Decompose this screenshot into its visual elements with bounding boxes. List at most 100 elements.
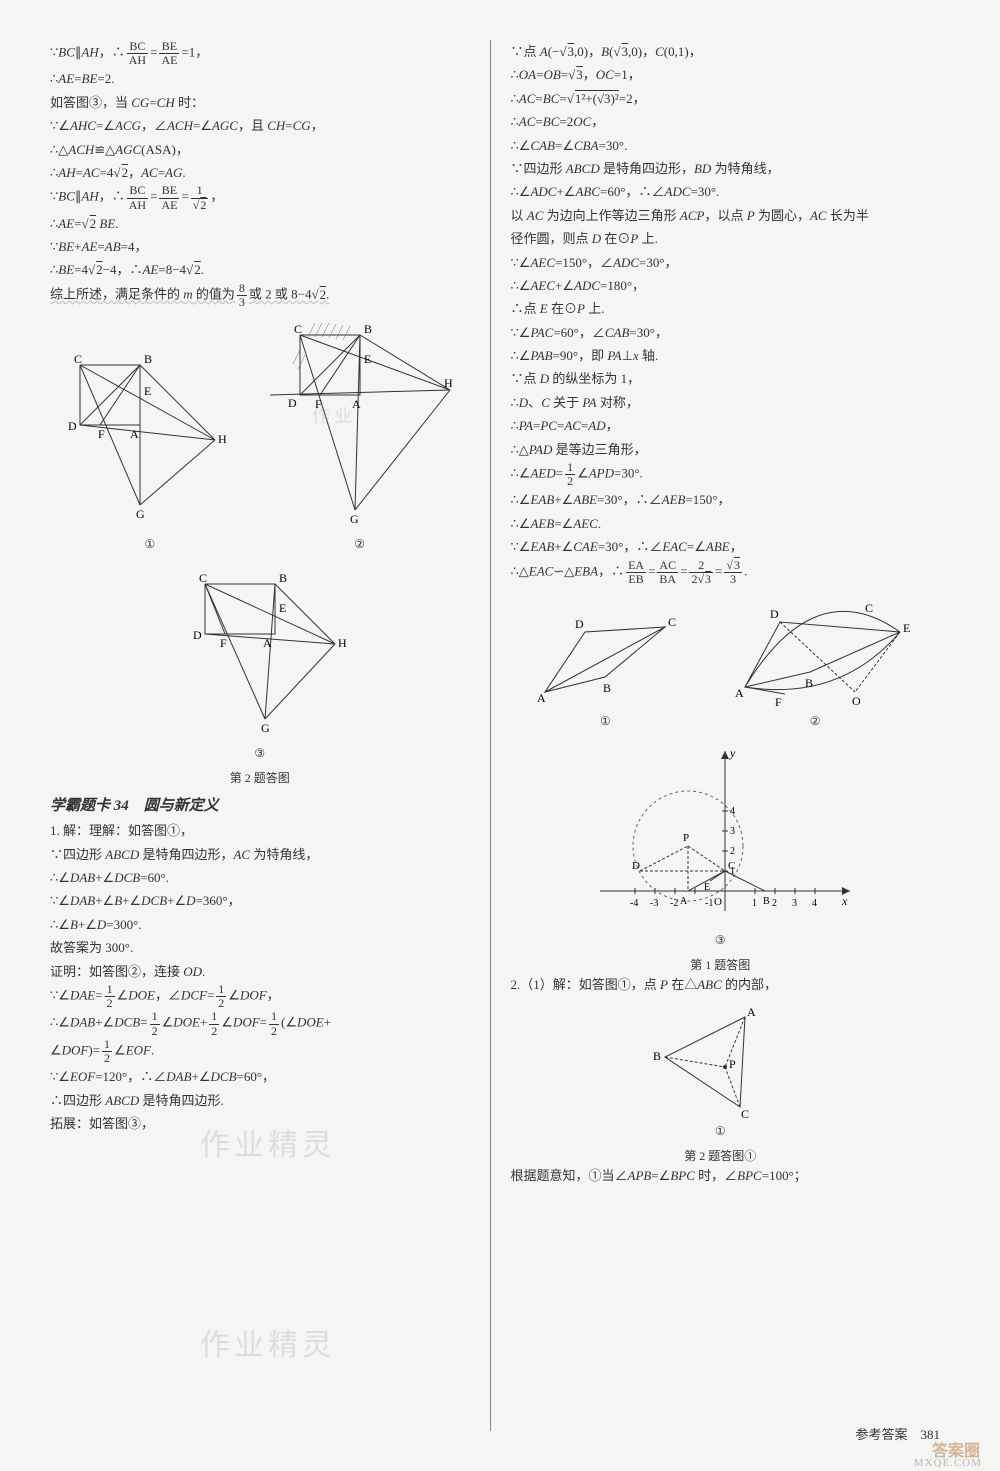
text-line: ∵∠DAB+∠B+∠DCB+∠D=360°， xyxy=(50,889,470,912)
svg-text:H: H xyxy=(338,636,347,650)
svg-text:A: A xyxy=(130,427,139,441)
fig-row-2p: A B C P ① xyxy=(511,1002,931,1139)
svg-text:B: B xyxy=(603,681,611,695)
text-line: 径作圆，则点 D 在⊙P 上. xyxy=(511,227,931,250)
figure-2p-svg: A B C P xyxy=(645,1002,795,1122)
right-column: ∵点 A(−√3,0)，B(√3,0)，C(0,1)，∴OA=OB=√3，OC=… xyxy=(511,40,931,1431)
figure-1-1-svg: A B C D xyxy=(525,602,685,712)
text-line: ∵BC∥AH，∴BCAH=BEAE=1√2， xyxy=(50,184,470,211)
svg-text:A: A xyxy=(263,636,272,650)
svg-text:-3: -3 xyxy=(650,898,658,909)
svg-text:O: O xyxy=(714,896,722,908)
svg-text:A: A xyxy=(747,1005,756,1019)
svg-text:3: 3 xyxy=(730,826,735,837)
text-line: ∴∠B+∠D=300°. xyxy=(50,913,470,936)
text-line: ∵四边形 ABCD 是特角四边形，BD 为特角线， xyxy=(511,157,931,180)
text-line: ∴四边形 ABCD 是特角四边形. xyxy=(50,1089,470,1112)
fig-row-2ab: CB E DF A H G ① xyxy=(50,315,470,552)
svg-text:P: P xyxy=(683,832,689,844)
svg-text:E: E xyxy=(144,384,151,398)
svg-text:B: B xyxy=(364,322,372,336)
text-line: ∵四边形 ABCD 是特角四边形，AC 为特角线， xyxy=(50,843,470,866)
text-line: 拓展：如答图③， xyxy=(50,1112,470,1135)
svg-text:D: D xyxy=(288,396,297,410)
left-text-block-2: 1. 解：理解：如答图①，∵四边形 ABCD 是特角四边形，AC 为特角线，∴∠… xyxy=(50,819,470,1135)
text-line: ∴△ACH≌△AGC(ASA)， xyxy=(50,138,470,161)
figure-1-2-svg: A F B C D E O xyxy=(715,592,915,712)
fig-row-1ab: A B C D ① A F B C xyxy=(511,592,931,729)
fig-2-2-caption: ② xyxy=(260,537,460,552)
svg-text:D: D xyxy=(575,617,584,631)
svg-text:C: C xyxy=(741,1107,749,1121)
text-line: ∴AE=√2 BE. xyxy=(50,212,470,235)
text-line: ∴BE=4√2−4，∴AE=8−4√2. xyxy=(50,258,470,281)
text-line: 1. 解：理解：如答图①， xyxy=(50,819,470,842)
svg-text:F: F xyxy=(220,636,227,650)
svg-text:B: B xyxy=(805,676,813,690)
fig-2p-group-caption: 第 2 题答图① xyxy=(511,1147,931,1164)
svg-text:E: E xyxy=(704,882,710,893)
fig-2-3-caption: ③ xyxy=(165,746,355,761)
svg-text:A: A xyxy=(537,691,546,705)
text-line: 2.（1）解：如答图①，点 P 在△ABC 的内部， xyxy=(511,973,931,996)
svg-text:D: D xyxy=(770,607,779,621)
svg-text:F: F xyxy=(315,397,322,411)
fig-1-3-caption: ③ xyxy=(580,933,860,948)
fig-1-group-caption: 第 1 题答图 xyxy=(511,956,931,973)
svg-text:G: G xyxy=(261,721,270,735)
fig-2-3: CB E DF A H G ③ xyxy=(165,564,355,761)
text-line: ∴AC=BC=2OC， xyxy=(511,110,931,133)
svg-text:G: G xyxy=(350,512,359,526)
text-line: 以 AC 为边向上作等边三角形 ACP，以点 P 为圆心，AC 长为半 xyxy=(511,204,931,227)
right-text-block-1: ∵点 A(−√3,0)，B(√3,0)，C(0,1)，∴OA=OB=√3，OC=… xyxy=(511,40,931,586)
text-line: ∠DOF)=12∠EOF. xyxy=(50,1038,470,1065)
right-text-block-2: 2.（1）解：如答图①，点 P 在△ABC 的内部， xyxy=(511,973,931,996)
text-line: ∵点 D 的纵坐标为 1， xyxy=(511,367,931,390)
text-line: ∴PA=PC=AC=AD， xyxy=(511,414,931,437)
svg-text:D: D xyxy=(632,860,640,872)
text-line: ∴OA=OB=√3，OC=1， xyxy=(511,63,931,86)
fig-2p-1: A B C P ① xyxy=(645,1002,795,1139)
fig-1-2: A F B C D E O ② xyxy=(715,592,915,729)
svg-text:E: E xyxy=(903,621,910,635)
svg-text:-4: -4 xyxy=(630,898,638,909)
svg-text:B: B xyxy=(279,571,287,585)
svg-text:4: 4 xyxy=(812,898,817,909)
right-text-block-3: 根据题意知，①当∠APB=∠BPC 时，∠BPC=100°； xyxy=(511,1164,931,1187)
text-line: ∴∠AEC+∠ADC=180°， xyxy=(511,274,931,297)
text-line: ∴点 E 在⊙P 上. xyxy=(511,297,931,320)
fig-1-2-caption: ② xyxy=(715,714,915,729)
page: ∵BC∥AH，∴BCAH=BEAE=1，∴AE=BE=2.如答图③，当 CG=C… xyxy=(0,0,1000,1471)
text-line: ∵∠EOF=120°，∴∠DAB+∠DCB=60°， xyxy=(50,1065,470,1088)
svg-text:B: B xyxy=(763,896,770,907)
text-line: ∴△EAC∽△EBA，∴EAEB=ACBA=22√3=√33. xyxy=(511,559,931,586)
left-text-block-1: ∵BC∥AH，∴BCAH=BEAE=1，∴AE=BE=2.如答图③，当 CG=C… xyxy=(50,40,470,309)
svg-text:F: F xyxy=(775,695,782,709)
fig-2-1: CB E DF A H G ① xyxy=(60,335,240,552)
svg-text:B: B xyxy=(144,352,152,366)
fig-1-3: -4-3 -2-1 12 34 12 34 O x y xyxy=(580,741,860,948)
text-line: ∴∠EAB+∠ABE=30°，∴∠AEB=150°， xyxy=(511,488,931,511)
svg-text:x: x xyxy=(841,894,848,908)
svg-text:H: H xyxy=(218,432,227,446)
svg-text:H: H xyxy=(444,376,453,390)
svg-text:3: 3 xyxy=(792,898,797,909)
svg-text:E: E xyxy=(279,601,286,615)
fig-2-group-caption: 第 2 题答图 xyxy=(50,769,470,786)
svg-text:G: G xyxy=(136,507,145,521)
svg-text:1: 1 xyxy=(752,898,757,909)
svg-text:C: C xyxy=(728,860,735,872)
fig-1-1-caption: ① xyxy=(525,714,685,729)
svg-text:F: F xyxy=(98,427,105,441)
svg-text:2: 2 xyxy=(772,898,777,909)
fig-row-1c: -4-3 -2-1 12 34 12 34 O x y xyxy=(511,741,931,948)
left-column: ∵BC∥AH，∴BCAH=BEAE=1，∴AE=BE=2.如答图③，当 CG=C… xyxy=(50,40,470,1431)
svg-text:2: 2 xyxy=(730,846,735,857)
section-title-34: 学霸题卡 34 圆与新定义 xyxy=(50,794,470,815)
text-line: ∴AC=BC=√1²+(√3)²=2， xyxy=(511,87,931,110)
corner-url: MXQE.COM xyxy=(914,1457,982,1469)
text-line: ∴∠DAB+∠DCB=60°. xyxy=(50,866,470,889)
svg-text:A: A xyxy=(680,896,688,907)
text-line: ∵∠AEC=150°，∠ADC=30°， xyxy=(511,251,931,274)
svg-text:P: P xyxy=(729,1057,736,1071)
